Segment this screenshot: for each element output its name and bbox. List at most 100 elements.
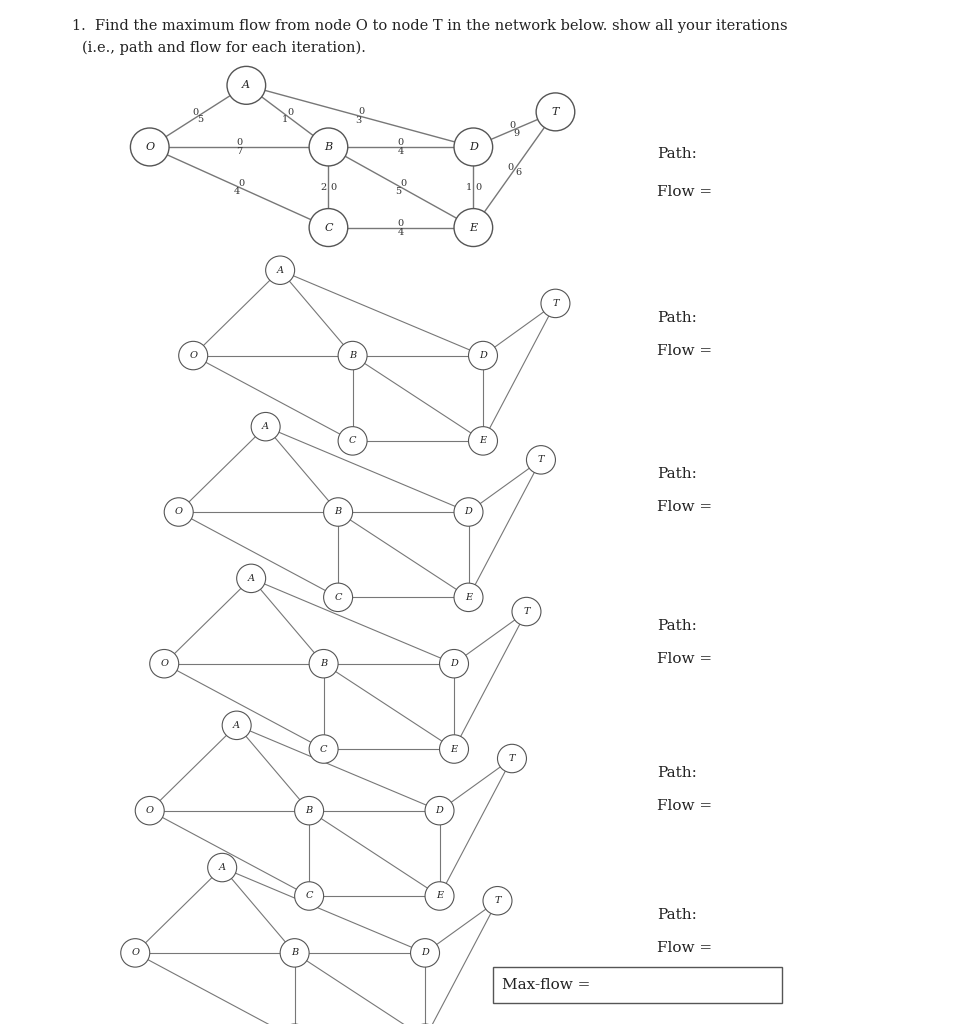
Circle shape <box>440 649 469 678</box>
Text: 1.  Find the maximum flow from node O to node T in the network below. show all y: 1. Find the maximum flow from node O to … <box>72 19 788 33</box>
Text: D: D <box>469 142 478 152</box>
Text: D: D <box>421 948 429 957</box>
Text: C: C <box>334 593 342 602</box>
Circle shape <box>440 735 469 763</box>
Text: B: B <box>349 351 356 360</box>
Text: D: D <box>450 659 458 669</box>
Circle shape <box>454 498 483 526</box>
Text: C: C <box>305 892 313 900</box>
Circle shape <box>121 939 150 967</box>
Text: 0: 0 <box>192 108 199 117</box>
Circle shape <box>338 341 367 370</box>
Text: Flow =: Flow = <box>657 941 712 955</box>
Text: 0: 0 <box>398 138 404 146</box>
Circle shape <box>227 67 266 104</box>
Text: 0: 0 <box>358 108 364 117</box>
Circle shape <box>469 427 497 455</box>
Circle shape <box>130 128 169 166</box>
Circle shape <box>237 564 266 593</box>
Text: T: T <box>552 106 559 117</box>
Text: 5: 5 <box>197 116 204 125</box>
Text: Flow =: Flow = <box>657 501 712 514</box>
Circle shape <box>454 128 493 166</box>
Text: Path:: Path: <box>657 766 696 779</box>
Circle shape <box>338 427 367 455</box>
Text: B: B <box>291 948 298 957</box>
Text: Path:: Path: <box>657 147 696 161</box>
Text: B: B <box>320 659 327 669</box>
Text: 2: 2 <box>321 182 327 191</box>
Circle shape <box>179 341 208 370</box>
Text: 0: 0 <box>475 182 481 191</box>
Text: Flow =: Flow = <box>657 652 712 666</box>
Text: 0: 0 <box>330 182 336 191</box>
Text: A: A <box>262 422 270 431</box>
Text: 7: 7 <box>236 147 242 156</box>
Circle shape <box>454 209 493 247</box>
Text: (i.e., path and flow for each iteration).: (i.e., path and flow for each iteration)… <box>82 41 366 55</box>
Circle shape <box>526 445 555 474</box>
Circle shape <box>251 413 280 441</box>
Text: C: C <box>325 222 332 232</box>
Text: D: D <box>479 351 487 360</box>
Circle shape <box>483 887 512 915</box>
Text: O: O <box>131 948 139 957</box>
Text: O: O <box>175 508 183 516</box>
Circle shape <box>324 583 353 611</box>
Text: C: C <box>320 744 327 754</box>
Circle shape <box>541 289 570 317</box>
Text: E: E <box>479 436 487 445</box>
Text: A: A <box>242 80 250 90</box>
Text: E: E <box>465 593 472 602</box>
Circle shape <box>280 939 309 967</box>
Text: 4: 4 <box>398 147 404 156</box>
Text: A: A <box>233 721 241 730</box>
Text: Path:: Path: <box>657 618 696 633</box>
Text: T: T <box>538 456 544 464</box>
Text: 3: 3 <box>355 116 361 125</box>
Circle shape <box>208 853 237 882</box>
Text: E: E <box>450 744 458 754</box>
Circle shape <box>150 649 179 678</box>
Text: 9: 9 <box>513 129 520 138</box>
Text: A: A <box>276 265 284 274</box>
Circle shape <box>295 797 324 825</box>
Circle shape <box>425 797 454 825</box>
Circle shape <box>536 93 575 131</box>
Circle shape <box>411 939 440 967</box>
Text: Path:: Path: <box>657 467 696 481</box>
Bar <box>493 967 782 1004</box>
Text: O: O <box>145 142 155 152</box>
Circle shape <box>295 882 324 910</box>
Text: Path:: Path: <box>657 908 696 922</box>
Circle shape <box>164 498 193 526</box>
Text: Path:: Path: <box>657 310 696 325</box>
Text: D: D <box>465 508 472 516</box>
Text: E: E <box>436 892 443 900</box>
Circle shape <box>309 735 338 763</box>
Text: B: B <box>325 142 332 152</box>
Circle shape <box>454 583 483 611</box>
Text: 0: 0 <box>507 163 514 172</box>
Text: Flow =: Flow = <box>657 185 712 199</box>
Text: O: O <box>160 659 168 669</box>
Text: D: D <box>436 806 443 815</box>
Circle shape <box>309 649 338 678</box>
Circle shape <box>135 797 164 825</box>
Circle shape <box>222 711 251 739</box>
Text: A: A <box>218 863 226 872</box>
Text: B: B <box>334 508 342 516</box>
Text: T: T <box>495 896 500 905</box>
Text: 1: 1 <box>466 182 471 191</box>
Text: O: O <box>146 806 154 815</box>
Text: C: C <box>349 436 356 445</box>
Text: T: T <box>524 607 529 616</box>
Circle shape <box>324 498 353 526</box>
Text: A: A <box>247 573 255 583</box>
Text: Flow =: Flow = <box>657 344 712 357</box>
Text: E: E <box>469 222 477 232</box>
Text: 0: 0 <box>509 121 516 130</box>
Text: T: T <box>553 299 558 308</box>
Text: 0: 0 <box>400 179 407 187</box>
Text: 1: 1 <box>281 116 288 124</box>
